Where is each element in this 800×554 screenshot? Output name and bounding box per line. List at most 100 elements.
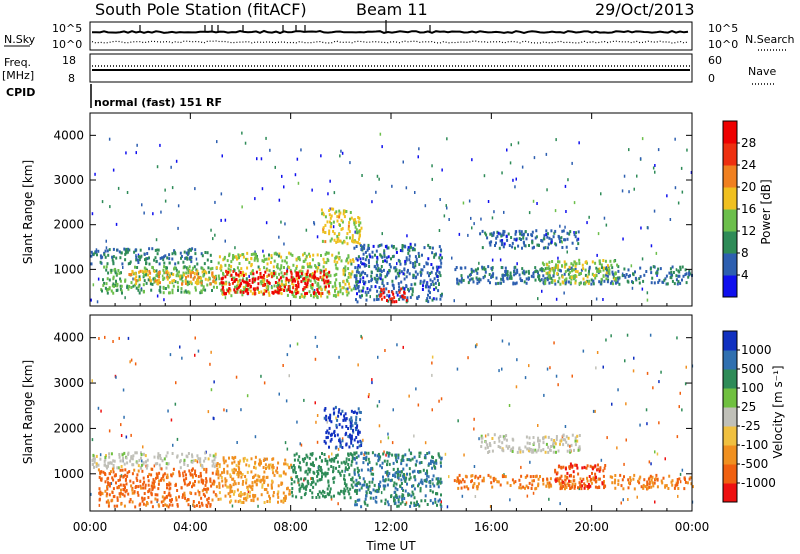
data-cell	[215, 494, 218, 498]
noise-cell	[440, 397, 443, 401]
data-cell	[311, 287, 314, 291]
data-cell	[215, 470, 218, 474]
data-cell	[589, 478, 592, 482]
data-cell	[646, 487, 649, 491]
data-cell	[166, 277, 169, 281]
data-cell	[676, 282, 679, 286]
data-cell	[386, 282, 389, 285]
data-cell	[399, 502, 402, 506]
data-cell	[204, 488, 207, 491]
data-cell	[146, 257, 149, 261]
data-cell	[366, 287, 369, 291]
data-cell	[305, 484, 308, 488]
data-cell	[575, 247, 578, 250]
data-cell	[244, 475, 247, 478]
data-cell	[292, 468, 295, 472]
data-cell	[524, 244, 527, 248]
data-cell	[295, 475, 298, 479]
data-cell	[112, 262, 115, 266]
data-cell	[467, 281, 470, 285]
data-cell	[302, 459, 305, 463]
data-cell	[360, 248, 363, 251]
data-cell	[330, 495, 333, 499]
data-cell	[329, 413, 332, 417]
data-cell	[685, 272, 688, 276]
data-cell	[250, 457, 253, 461]
data-cell	[178, 473, 181, 477]
data-cell	[151, 505, 154, 509]
data-cell	[158, 275, 161, 279]
data-cell	[532, 448, 534, 452]
data-cell	[244, 496, 247, 500]
noise-cell	[470, 216, 472, 220]
data-cell	[619, 473, 622, 477]
noise-cell	[408, 448, 410, 452]
data-cell	[124, 478, 127, 482]
data-cell	[103, 253, 106, 257]
data-cell	[405, 476, 408, 480]
data-cell	[258, 479, 261, 483]
data-cell	[355, 283, 358, 287]
data-cell	[470, 480, 473, 484]
data-cell	[276, 471, 279, 475]
data-cell	[337, 290, 340, 294]
data-cell	[546, 481, 549, 485]
data-cell	[238, 492, 241, 496]
data-cell	[598, 485, 600, 489]
data-cell	[360, 260, 362, 264]
data-cell	[216, 462, 219, 465]
data-cell	[558, 260, 561, 264]
data-cell	[364, 258, 367, 262]
data-cell	[420, 499, 423, 503]
data-cell	[297, 282, 300, 286]
data-cell	[201, 254, 204, 258]
data-cell	[562, 465, 565, 469]
data-cell	[317, 468, 320, 472]
data-cell	[140, 466, 143, 470]
data-cell	[548, 281, 551, 285]
noise-cell	[396, 262, 398, 266]
data-cell	[408, 477, 411, 481]
data-cell	[112, 275, 115, 279]
data-cell	[542, 436, 544, 440]
data-cell	[492, 479, 495, 483]
data-cell	[541, 239, 544, 243]
data-cell	[334, 284, 337, 288]
noise-cell	[463, 453, 465, 457]
data-cell	[334, 288, 336, 292]
data-cell	[372, 244, 375, 248]
data-cell	[336, 267, 339, 271]
data-cell	[479, 474, 482, 478]
data-cell	[267, 273, 270, 277]
noise-cell	[626, 333, 629, 337]
noise-cell	[276, 466, 278, 470]
data-cell	[309, 262, 311, 266]
data-cell	[625, 273, 628, 276]
data-cell	[429, 462, 432, 465]
noise-cell	[330, 497, 333, 501]
data-cell	[215, 472, 218, 476]
data-cell	[559, 282, 562, 286]
data-cell	[582, 477, 585, 481]
data-cell	[171, 498, 173, 502]
data-cell	[438, 256, 441, 260]
data-cell	[259, 275, 262, 279]
noise-cell	[680, 166, 683, 170]
data-cell	[391, 255, 394, 259]
data-cell	[168, 503, 171, 507]
data-cell	[227, 267, 230, 271]
data-cell	[483, 274, 486, 278]
data-cell	[134, 272, 137, 276]
data-cell	[351, 239, 353, 243]
data-cell	[476, 271, 479, 275]
data-cell	[479, 232, 482, 236]
noise-cell	[508, 404, 511, 407]
data-cell	[211, 464, 214, 468]
data-cell	[108, 286, 111, 290]
data-cell	[111, 258, 114, 262]
noise-cell	[468, 199, 471, 203]
data-cell	[543, 278, 546, 282]
data-cell	[562, 485, 565, 488]
noise-cell	[362, 438, 364, 442]
